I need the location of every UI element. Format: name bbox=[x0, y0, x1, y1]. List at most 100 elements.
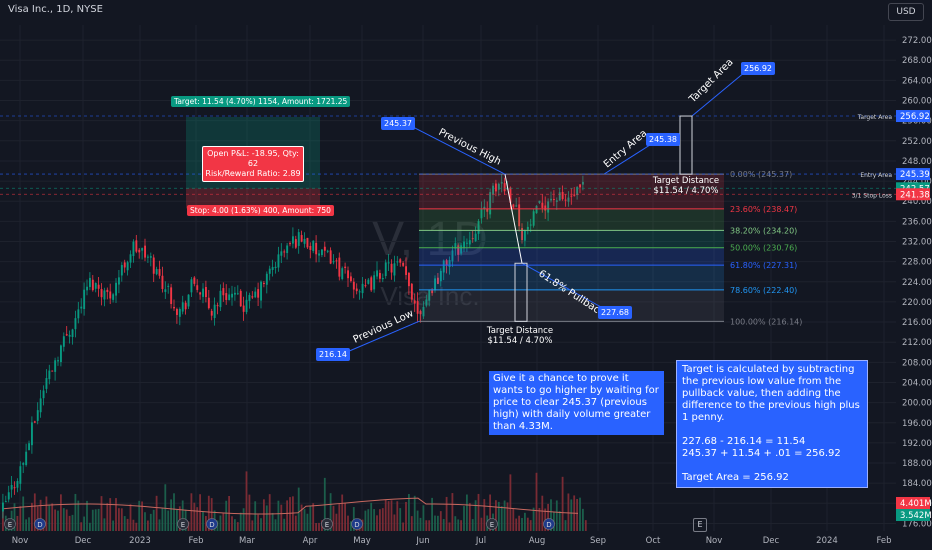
candle-body bbox=[45, 377, 48, 389]
event-marker bbox=[4, 518, 16, 530]
volume-bar bbox=[390, 500, 393, 531]
volume-bar bbox=[205, 516, 207, 531]
y-tick-label: 192.00 bbox=[902, 439, 932, 449]
candle-body bbox=[286, 245, 289, 254]
volume-bar bbox=[526, 517, 529, 531]
y-tick-label: 212.00 bbox=[902, 338, 932, 348]
fib-zone bbox=[419, 230, 724, 248]
candle-body bbox=[112, 294, 115, 300]
candle-body bbox=[126, 262, 129, 271]
event-marker bbox=[486, 518, 498, 530]
candle-body bbox=[402, 262, 405, 266]
volume-bar bbox=[207, 495, 210, 531]
volume-bar bbox=[561, 476, 564, 531]
candle-body bbox=[207, 297, 210, 309]
candle-body bbox=[451, 250, 454, 262]
volume-bar bbox=[60, 494, 62, 531]
candle-body bbox=[515, 205, 518, 207]
volume-bar bbox=[306, 513, 309, 531]
volume-bar bbox=[329, 493, 332, 531]
candle-body bbox=[471, 238, 474, 240]
volume-bar bbox=[338, 504, 341, 531]
candle-body bbox=[57, 360, 59, 362]
volume-bar bbox=[245, 471, 248, 531]
volume-bar bbox=[109, 498, 112, 531]
volume-bar bbox=[584, 520, 587, 531]
x-tick-label: Dec bbox=[75, 536, 92, 546]
event-marker-label: D bbox=[209, 521, 214, 529]
candle-body bbox=[419, 311, 422, 315]
candle-body bbox=[387, 262, 390, 264]
price-side-label: 3/1 Stop Loss bbox=[852, 192, 892, 199]
candle-body bbox=[86, 286, 88, 291]
target-line bbox=[691, 71, 746, 117]
target-distance-title: Target Distance bbox=[652, 176, 719, 186]
fib-zone bbox=[419, 208, 724, 231]
volume-bar bbox=[303, 509, 306, 531]
volume-bar bbox=[274, 519, 277, 531]
candle-body bbox=[410, 283, 413, 300]
volume-bar bbox=[402, 522, 404, 531]
volume-bar bbox=[500, 506, 503, 531]
candle-body bbox=[399, 259, 402, 263]
volume-bar bbox=[57, 510, 59, 531]
candle-body bbox=[466, 242, 468, 244]
candle-body bbox=[187, 294, 190, 307]
volume-bar bbox=[384, 499, 387, 531]
volume-bar bbox=[460, 520, 462, 531]
volume-bar bbox=[91, 509, 94, 531]
volume-bar bbox=[335, 513, 338, 531]
candle-body bbox=[396, 261, 399, 263]
volume-bar bbox=[161, 508, 164, 531]
candle-body bbox=[474, 233, 477, 242]
volume-bar bbox=[489, 494, 491, 531]
candle-body bbox=[567, 197, 570, 202]
volume-bar bbox=[535, 472, 538, 531]
volume-bar bbox=[210, 498, 213, 531]
fib-level-label: 78.60% (222.40) bbox=[730, 286, 797, 295]
price-label-bg bbox=[896, 168, 930, 181]
y-tick-label: 224.00 bbox=[902, 278, 932, 288]
event-marker-label: D bbox=[37, 521, 42, 529]
volume-bar bbox=[74, 493, 77, 531]
candle-body bbox=[309, 246, 312, 250]
fib-level-label: 0.00% (245.37) bbox=[730, 170, 792, 179]
fib-zone bbox=[419, 174, 724, 209]
volume-bar bbox=[62, 508, 65, 531]
fib-level-label: 100.00% (216.14) bbox=[730, 317, 802, 326]
candle-body bbox=[300, 235, 303, 242]
candle-body bbox=[167, 285, 170, 287]
candle-body bbox=[393, 263, 396, 276]
candle-body bbox=[532, 211, 535, 226]
candle-body bbox=[193, 277, 196, 284]
volume-bar bbox=[135, 522, 138, 531]
y-tick-label: 176.00 bbox=[902, 519, 932, 529]
volume-bar bbox=[350, 521, 352, 531]
candle-body bbox=[277, 254, 280, 268]
currency-button[interactable]: USD bbox=[888, 3, 924, 21]
candle-body bbox=[555, 200, 558, 202]
volume-bar bbox=[466, 494, 468, 531]
candle-body bbox=[190, 279, 193, 293]
candle-body bbox=[344, 266, 347, 268]
candle-body bbox=[367, 279, 370, 284]
candle-body bbox=[33, 421, 36, 423]
candle-body bbox=[225, 293, 228, 300]
pullback-tag: 227.68 bbox=[598, 306, 632, 319]
volume-bar bbox=[294, 515, 297, 531]
x-tick-label: Apr bbox=[303, 536, 318, 546]
volume-bar bbox=[251, 520, 254, 531]
candle-body bbox=[254, 291, 257, 298]
events-button[interactable]: E bbox=[693, 518, 707, 532]
volume-bar bbox=[100, 496, 103, 531]
volume-bar bbox=[196, 507, 199, 531]
volume-bar bbox=[370, 502, 373, 531]
candle-body bbox=[289, 243, 291, 245]
x-tick-label: Mar bbox=[239, 536, 256, 546]
entry-tag: 245.38 bbox=[646, 133, 680, 146]
pullback-leg bbox=[504, 174, 523, 264]
candle-body bbox=[564, 199, 567, 201]
candle-body bbox=[350, 276, 352, 282]
candle-body bbox=[358, 291, 361, 293]
